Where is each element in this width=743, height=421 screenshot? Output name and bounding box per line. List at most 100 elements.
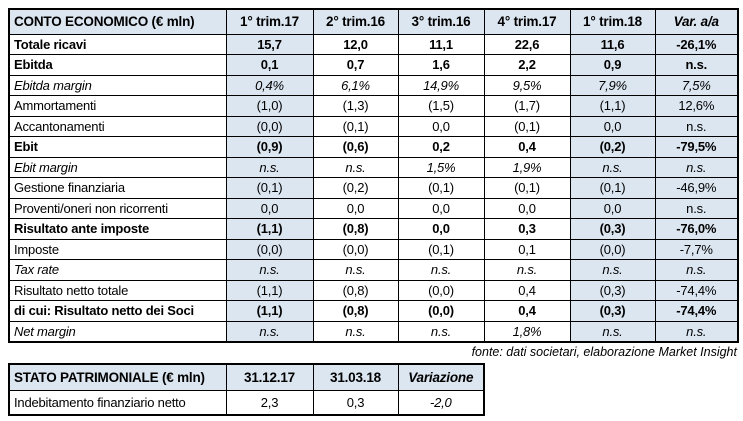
value-cell: (1,1) xyxy=(225,300,314,322)
value-cell: n.s. xyxy=(397,259,485,281)
value-cell: (0,8) xyxy=(312,300,399,322)
table-title: CONTO ECONOMICO (€ mln) xyxy=(8,8,227,35)
value-cell: n.s. xyxy=(569,156,656,178)
value-cell: (1,3) xyxy=(312,95,399,117)
value-cell: 0,9 xyxy=(569,54,656,76)
column-header: 4° trim.17 xyxy=(483,8,571,35)
value-cell: n.s. xyxy=(654,197,739,219)
value-cell: -46,9% xyxy=(654,177,739,199)
value-cell: 15,7 xyxy=(225,33,314,55)
value-cell: 0,7 xyxy=(312,54,399,76)
value-cell: 0,4% xyxy=(225,74,314,96)
value-cell: (0,1) xyxy=(483,177,571,199)
value-cell: n.s. xyxy=(569,259,656,281)
value-cell: n.s. xyxy=(312,320,399,342)
value-cell: 0,0 xyxy=(397,197,485,219)
value-cell: (0,0) xyxy=(397,279,485,301)
value-cell: -2,0 xyxy=(397,389,485,416)
table-row: Ebitda 0,1 0,7 1,6 2,2 0,9 n.s. xyxy=(8,54,739,76)
table-row: Gestione finanziaria (0,1) (0,2) (0,1) (0,1)… xyxy=(8,177,739,199)
table-row: di cui: Risultato netto dei Soci (1,1) (0,… xyxy=(8,300,739,322)
value-cell: n.s. xyxy=(654,115,739,137)
value-cell: (0,2) xyxy=(312,177,399,199)
value-cell: 7,9% xyxy=(569,74,656,96)
value-cell: (0,1) xyxy=(483,115,571,137)
value-cell: n.s. xyxy=(654,320,739,342)
row-label: Accantonamenti xyxy=(8,115,227,137)
column-header: 31.12.17 xyxy=(225,363,314,391)
value-cell: 2,2 xyxy=(483,54,571,76)
value-cell: (0,1) xyxy=(312,115,399,137)
value-cell: 11,1 xyxy=(397,33,485,55)
value-cell: n.s. xyxy=(654,54,739,76)
value-cell: n.s. xyxy=(654,259,739,281)
row-label: Imposte xyxy=(8,238,227,260)
value-cell: (0,1) xyxy=(225,177,314,199)
table-row: Proventi/oneri non ricorrenti 0,0 0,0 0,0 0,… xyxy=(8,197,739,219)
row-label: di cui: Risultato netto dei Soci xyxy=(8,300,227,322)
table-title: STATO PATRIMONIALE (€ mln) xyxy=(8,363,227,391)
row-label: Ebit xyxy=(8,136,227,158)
table-row: Accantonamenti (0,0) (0,1) 0,0 (0,1) 0,0 n.s. xyxy=(8,115,739,137)
value-cell: -74,4% xyxy=(654,279,739,301)
table-row: Indebitamento finanziario netto 2,3 0,3 -2,… xyxy=(8,389,485,416)
value-cell: 0,0 xyxy=(483,197,571,219)
value-cell: 0,1 xyxy=(483,238,571,260)
value-cell: 0,3 xyxy=(483,218,571,240)
value-cell: 0,2 xyxy=(397,136,485,158)
row-label: Gestione finanziaria xyxy=(8,177,227,199)
table-row: Ebitda margin 0,4% 6,1% 14,9% 9,5% 7,9% 7,5% xyxy=(8,74,739,96)
value-cell: 0,0 xyxy=(397,115,485,137)
value-cell: (0,3) xyxy=(569,279,656,301)
value-cell: 7,5% xyxy=(654,74,739,96)
balance-table-header: STATO PATRIMONIALE (€ mln) 31.12.17 31.03.… xyxy=(8,363,485,391)
column-header: 1° trim.17 xyxy=(225,8,314,35)
value-cell: 0,0 xyxy=(397,218,485,240)
income-table-body: Totale ricavi 15,7 12,0 11,1 22,6 11,6 -26,1% E… xyxy=(8,33,739,342)
value-cell: (0,3) xyxy=(569,218,656,240)
value-cell: n.s. xyxy=(569,320,656,342)
value-cell: (0,3) xyxy=(569,300,656,322)
value-cell: 0,0 xyxy=(569,197,656,219)
value-cell: (1,5) xyxy=(397,95,485,117)
value-cell: 0,3 xyxy=(312,389,399,416)
value-cell: (1,0) xyxy=(225,95,314,117)
row-label: Ammortamenti xyxy=(8,95,227,117)
value-cell: 9,5% xyxy=(483,74,571,96)
value-cell: 0,4 xyxy=(483,300,571,322)
value-cell: n.s. xyxy=(654,156,739,178)
value-cell: 0,0 xyxy=(312,197,399,219)
value-cell: 12,6% xyxy=(654,95,739,117)
column-header: 1° trim.18 xyxy=(569,8,656,35)
row-label: Proventi/oneri non ricorrenti xyxy=(8,197,227,219)
value-cell: n.s. xyxy=(225,156,314,178)
value-cell: n.s. xyxy=(483,259,571,281)
value-cell: 1,9% xyxy=(483,156,571,178)
row-label: Tax rate xyxy=(8,259,227,281)
value-cell: (0,1) xyxy=(569,177,656,199)
column-header: 3° trim.16 xyxy=(397,8,485,35)
value-cell: -7,7% xyxy=(654,238,739,260)
table-row: Ebit (0,9) (0,6) 0,2 0,4 (0,2) -79,5% xyxy=(8,136,739,158)
value-cell: 0,1 xyxy=(225,54,314,76)
income-table-header: CONTO ECONOMICO (€ mln) 1° trim.17 2° trim… xyxy=(8,8,739,35)
value-cell: 22,6 xyxy=(483,33,571,55)
row-label: Totale ricavi xyxy=(8,33,227,55)
source-note: fonte: dati societari, elaborazione Mark… xyxy=(471,345,737,359)
value-cell: (0,0) xyxy=(397,300,485,322)
value-cell: (0,2) xyxy=(569,136,656,158)
value-cell: (0,0) xyxy=(225,238,314,260)
value-cell: 0,4 xyxy=(483,279,571,301)
row-label: Ebitda margin xyxy=(8,74,227,96)
row-label: Ebit margin xyxy=(8,156,227,178)
value-cell: n.s. xyxy=(312,259,399,281)
value-cell: 14,9% xyxy=(397,74,485,96)
value-cell: -79,5% xyxy=(654,136,739,158)
value-cell: 2,3 xyxy=(225,389,314,416)
row-label: Risultato netto totale xyxy=(8,279,227,301)
table-row: Totale ricavi 15,7 12,0 11,1 22,6 11,6 -26,1% xyxy=(8,33,739,55)
value-cell: (1,1) xyxy=(569,95,656,117)
value-cell: n.s. xyxy=(225,320,314,342)
value-cell: (0,0) xyxy=(312,238,399,260)
